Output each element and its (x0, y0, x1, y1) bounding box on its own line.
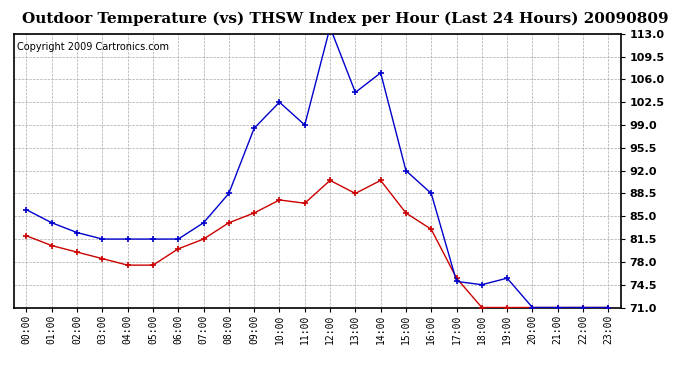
Text: Copyright 2009 Cartronics.com: Copyright 2009 Cartronics.com (17, 42, 169, 52)
Text: Outdoor Temperature (vs) THSW Index per Hour (Last 24 Hours) 20090809: Outdoor Temperature (vs) THSW Index per … (21, 11, 669, 26)
